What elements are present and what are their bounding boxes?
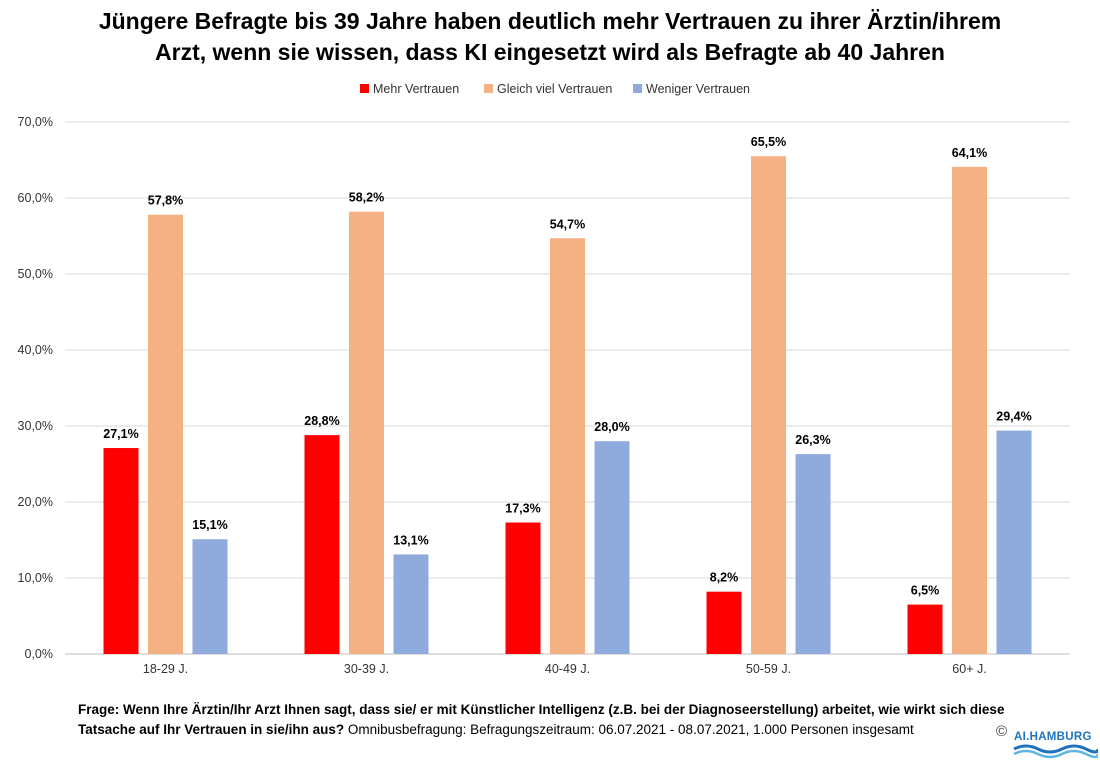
bar-2-1: [550, 238, 585, 654]
legend-swatch-2: [633, 84, 642, 93]
legend-swatch-1: [484, 84, 493, 93]
copyright-symbol: ©: [996, 723, 1008, 740]
ai-hamburg-logo: AI.HAMBURG: [1012, 731, 1098, 759]
survey-method: Omnibusbefragung: Befragungszeitraum: 06…: [347, 722, 914, 737]
x-tick-label-2: 40-49 J.: [545, 662, 590, 676]
bar-0-2: [192, 539, 228, 654]
x-axis: 18-29 J. 30-39 J. 40-49 J. 50-59 J. 60+ J.: [143, 662, 987, 676]
data-label-0-0: 27,1%: [103, 427, 138, 441]
x-tick-label-0: 18-29 J.: [143, 662, 188, 676]
y-tick-label-4: 40,0%: [18, 343, 53, 357]
data-label-4-1: 64,1%: [952, 146, 987, 160]
data-label-3-2: 26,3%: [795, 433, 830, 447]
bar-1-2: [393, 554, 429, 654]
bar-4-2: [996, 430, 1032, 654]
y-tick-label-5: 50,0%: [18, 267, 53, 281]
bar-0-0: [103, 448, 139, 654]
chart-title-line-2: Arzt, wenn sie wissen, dass KI eingesetz…: [155, 39, 945, 65]
legend-label-0: Mehr Vertrauen: [373, 82, 459, 96]
bar-2-2: [594, 441, 630, 654]
data-label-2-1: 54,7%: [550, 217, 585, 231]
logo-wordmark: AI.HAMBURG: [1014, 731, 1092, 743]
x-tick-label-4: 60+ J.: [952, 662, 986, 676]
y-tick-label-6: 60,0%: [18, 191, 53, 205]
chart-title-line-1: Jüngere Befragte bis 39 Jahre haben deut…: [98, 8, 1002, 34]
bar-1-1: [349, 211, 384, 654]
bar-chart: Mehr Vertrauen Gleich viel Vertrauen Wenig…: [18, 82, 1070, 676]
y-tick-label-2: 20,0%: [18, 495, 53, 509]
bar-1-0: [304, 435, 340, 654]
y-tick-label-0: 0,0%: [25, 647, 54, 661]
data-label-1-2: 13,1%: [393, 533, 428, 547]
y-axis: 0,0% 10,0% 20,0% 30,0% 40,0% 50,0% 60,0% 70,0%: [18, 115, 53, 661]
bar-3-2: [795, 454, 831, 654]
data-label-1-1: 58,2%: [349, 191, 384, 205]
survey-question: Frage: Wenn Ihre Ärztin/Ihr Arzt Ihnen s…: [78, 702, 1005, 737]
bar-2-0: [505, 522, 541, 654]
bar-4-1: [952, 166, 987, 654]
bar-3-1: [751, 156, 786, 654]
legend-label-2: Weniger Vertrauen: [646, 82, 750, 96]
data-label-0-2: 15,1%: [192, 518, 227, 532]
y-tick-label-3: 30,0%: [18, 419, 53, 433]
x-tick-label-3: 50-59 J.: [746, 662, 791, 676]
legend-label-1: Gleich viel Vertrauen: [497, 82, 612, 96]
chart-bars: 27,1% 57,8% 15,1% 28,8% 58,2% 13,1% 17,3% 54,7%…: [103, 135, 1032, 654]
chart-legend: Mehr Vertrauen Gleich viel Vertrauen Wenig…: [360, 82, 750, 96]
data-label-2-0: 17,3%: [505, 502, 540, 516]
data-label-4-2: 29,4%: [996, 410, 1031, 424]
bar-0-1: [148, 214, 183, 654]
data-label-3-0: 8,2%: [710, 571, 739, 585]
logo-wave-icon: [1013, 744, 1098, 759]
legend-swatch-0: [360, 84, 369, 93]
data-label-4-0: 6,5%: [911, 584, 940, 598]
bar-4-0: [907, 604, 943, 654]
y-tick-label-1: 10,0%: [18, 571, 53, 585]
chart-title: Jüngere Befragte bis 39 Jahre haben deut…: [40, 6, 1060, 68]
y-tick-label-7: 70,0%: [18, 115, 53, 129]
data-label-1-0: 28,8%: [304, 414, 339, 428]
data-label-0-1: 57,8%: [148, 194, 183, 208]
bar-3-0: [706, 591, 742, 654]
data-label-3-1: 65,5%: [751, 135, 786, 149]
x-tick-label-1: 30-39 J.: [344, 662, 389, 676]
data-label-2-2: 28,0%: [594, 420, 629, 434]
footnote: Frage: Wenn Ihre Ärztin/Ihr Arzt Ihnen s…: [78, 700, 1038, 740]
